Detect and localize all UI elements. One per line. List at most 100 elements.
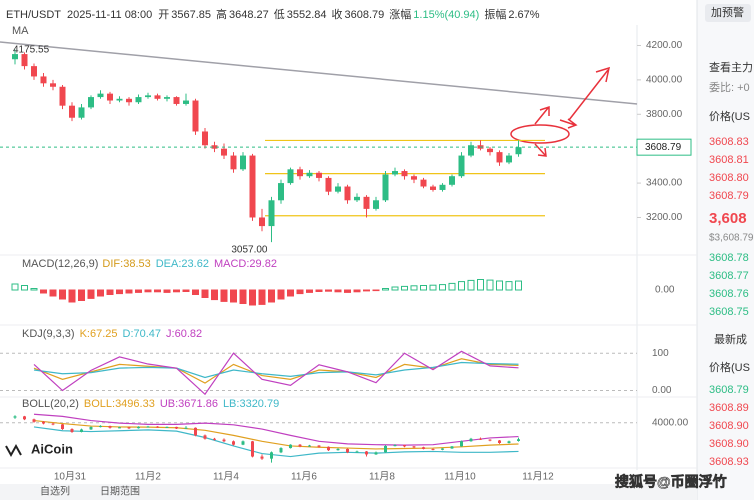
y-tick-label: 100 xyxy=(652,348,669,359)
macd-bar xyxy=(87,289,95,299)
asks-header: 价格(US xyxy=(709,109,750,123)
boll-candle-body xyxy=(70,429,74,432)
candle-body xyxy=(202,131,208,146)
macd-bar xyxy=(334,289,342,293)
candle-body xyxy=(211,145,218,149)
macd-bar xyxy=(239,289,247,304)
boll-candle-body xyxy=(23,416,26,420)
logo: AiCoin xyxy=(31,441,73,456)
info-text: 29.82 xyxy=(249,258,277,270)
info-text: 3671.86 xyxy=(178,398,218,410)
ask-price: 3608.79 xyxy=(709,190,749,202)
macd-bar xyxy=(296,289,304,295)
macd-bar xyxy=(353,289,361,293)
bottom-tab[interactable]: 日期范围 xyxy=(100,485,140,498)
boll-candle-body xyxy=(450,446,454,449)
candle-body xyxy=(78,107,85,118)
candle-body xyxy=(21,54,28,67)
y-tick-label: 3800.00 xyxy=(646,109,683,120)
macd-bar xyxy=(420,285,427,291)
candle-body xyxy=(420,179,427,187)
boll-line xyxy=(33,419,519,450)
alert-button-label[interactable]: 加预警 xyxy=(711,5,744,19)
macd-bar xyxy=(116,289,123,295)
boll-candle-body xyxy=(488,439,492,441)
y-tick-label: 3400.00 xyxy=(646,178,683,189)
trade-price: 3608.79 xyxy=(709,384,749,396)
boll-candle-body xyxy=(412,446,416,448)
boll-candle-body xyxy=(479,438,482,440)
boll-candle-body xyxy=(165,426,169,428)
kdj-line xyxy=(33,350,519,396)
candle-body xyxy=(107,93,113,101)
macd-bar xyxy=(391,286,399,291)
info-text: KDJ(9,3,3) xyxy=(22,328,75,340)
trend-line xyxy=(0,41,638,105)
candle-body xyxy=(439,184,446,190)
candle-body xyxy=(40,76,47,84)
boll-candle-body xyxy=(403,445,406,447)
boll-candle-body xyxy=(175,426,178,429)
y-tick-label: 0.00 xyxy=(652,385,672,396)
macd-bar xyxy=(515,280,522,291)
info-text: 3320.79 xyxy=(239,398,279,410)
macd-bar xyxy=(344,289,351,293)
boll-candle-body xyxy=(431,448,435,450)
boll-candle-body xyxy=(241,441,245,445)
candle-body xyxy=(515,147,522,155)
boll-candle-body xyxy=(89,426,93,430)
main-force[interactable]: 查看主力 xyxy=(709,60,753,74)
candle-body xyxy=(382,174,389,201)
macd-bar xyxy=(448,282,456,291)
bottom-tab[interactable]: 自选列 xyxy=(40,485,70,498)
boll-candle-body xyxy=(99,426,102,428)
macd-bar xyxy=(458,281,465,291)
info-text: DIF: xyxy=(102,258,123,270)
watermark: 搜狐号@币圈浮竹 xyxy=(615,474,727,490)
boll-candle-body xyxy=(498,440,501,443)
boll-candle-body xyxy=(279,448,283,453)
candle-body xyxy=(59,86,66,106)
candle-body xyxy=(316,172,322,178)
candle-body xyxy=(183,100,189,104)
info-text: 23.62 xyxy=(181,258,209,270)
arrows xyxy=(534,66,611,157)
x-tick-label: 11月8 xyxy=(369,471,395,483)
candle-body xyxy=(97,93,104,98)
y-tick-label: 0.00 xyxy=(655,285,675,296)
boll-candle-body xyxy=(194,427,197,436)
candle-body xyxy=(240,155,246,170)
alert-button[interactable] xyxy=(705,4,751,22)
candle-body xyxy=(458,155,465,177)
info-text: 2025-11-11 08:00 xyxy=(67,9,152,21)
macd-bar xyxy=(68,289,76,303)
info-text: D: xyxy=(123,328,134,340)
boll-candle-body xyxy=(355,451,359,453)
macd-bar xyxy=(249,289,256,306)
trades-header: 价格(US xyxy=(709,360,750,374)
candle-body xyxy=(297,169,303,177)
boll-candle-body xyxy=(336,448,340,451)
candle-body xyxy=(363,196,370,209)
y-tick-label: 4000.00 xyxy=(646,75,683,86)
macd-bar xyxy=(135,289,142,293)
candle-body xyxy=(325,177,332,192)
macd-bar xyxy=(439,284,446,291)
candle-body xyxy=(135,97,142,103)
candle-body xyxy=(12,54,18,60)
macd-bar xyxy=(97,289,104,297)
info-text: 低 xyxy=(274,8,285,21)
info-text: ETH/USDT xyxy=(6,9,61,21)
right-panel-bg xyxy=(697,0,754,500)
info-text: 开 xyxy=(158,9,169,21)
info-text: K: xyxy=(80,328,90,340)
last-price-usd: $3,608.79 xyxy=(709,233,754,244)
candle-body xyxy=(401,171,408,177)
info-text: 涨幅 xyxy=(389,8,411,21)
arrow xyxy=(559,118,578,129)
candle-body xyxy=(230,155,237,170)
macd-bar xyxy=(49,289,57,297)
boll-candle-body xyxy=(42,421,45,424)
boll-candle-body xyxy=(260,456,264,459)
